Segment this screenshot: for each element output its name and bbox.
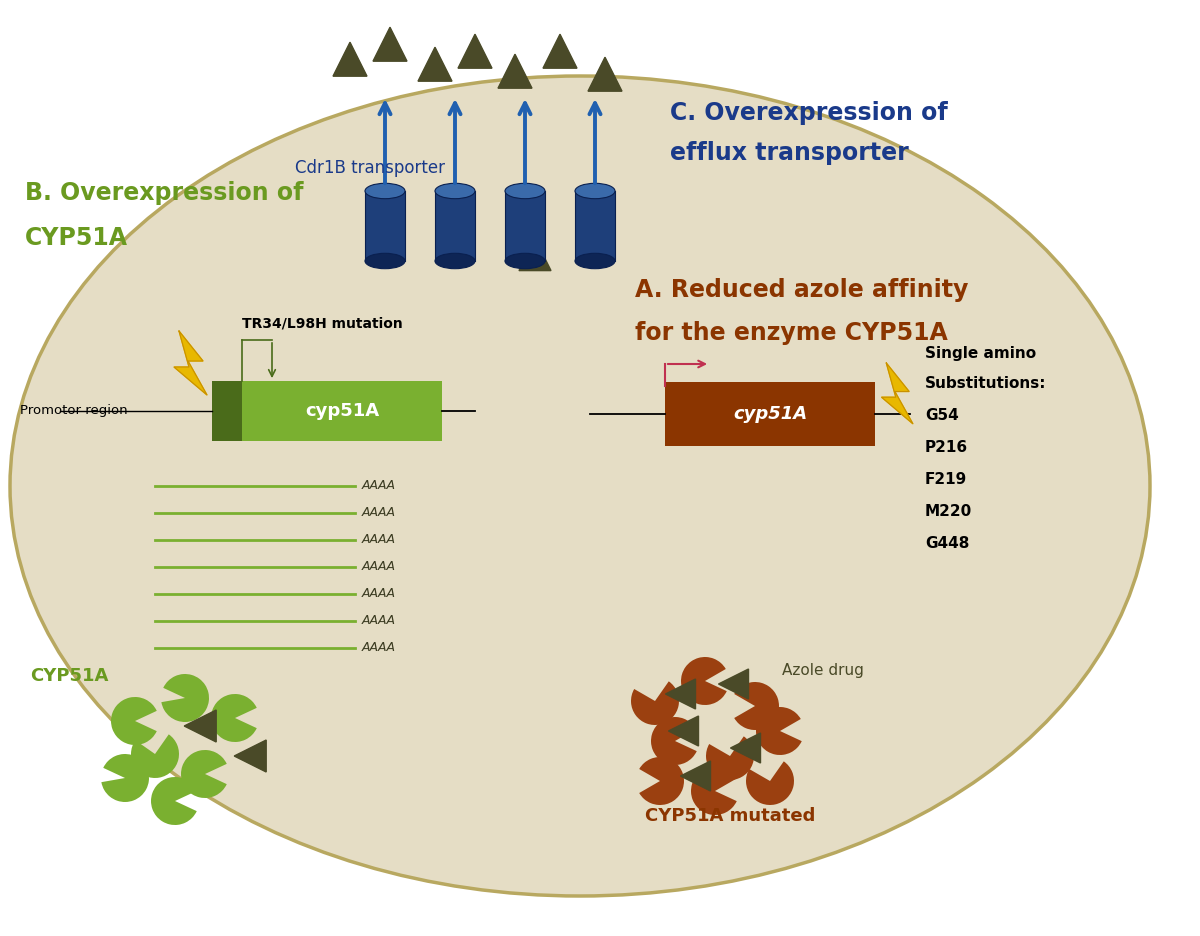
Wedge shape — [151, 777, 197, 825]
Wedge shape — [706, 737, 754, 780]
Wedge shape — [652, 717, 697, 765]
Wedge shape — [161, 674, 209, 722]
Bar — [575, 191, 616, 261]
Wedge shape — [211, 694, 257, 742]
Text: Single amino: Single amino — [925, 346, 1036, 361]
Wedge shape — [181, 750, 227, 798]
Text: P216: P216 — [925, 440, 968, 455]
Text: A. Reduced azole affinity: A. Reduced azole affinity — [635, 278, 968, 302]
Bar — [242, 381, 442, 441]
Text: for the enzyme CYP51A: for the enzyme CYP51A — [635, 321, 948, 345]
Ellipse shape — [365, 254, 406, 269]
Ellipse shape — [575, 183, 616, 198]
Ellipse shape — [575, 254, 616, 269]
Polygon shape — [234, 740, 266, 772]
Polygon shape — [520, 239, 551, 271]
Ellipse shape — [505, 183, 545, 198]
Wedge shape — [746, 761, 794, 805]
Text: G54: G54 — [925, 408, 959, 423]
Wedge shape — [112, 697, 157, 745]
Bar — [365, 191, 406, 261]
Wedge shape — [756, 707, 802, 755]
Text: M220: M220 — [925, 504, 972, 519]
Text: AAAA: AAAA — [362, 506, 396, 519]
Text: AAAA: AAAA — [362, 479, 396, 492]
Text: CYP51A: CYP51A — [25, 226, 128, 250]
Wedge shape — [101, 754, 149, 802]
Wedge shape — [131, 735, 179, 778]
Text: TR34/L98H mutation: TR34/L98H mutation — [242, 317, 403, 331]
Polygon shape — [882, 363, 913, 424]
Bar — [505, 191, 545, 261]
Text: efflux transporter: efflux transporter — [670, 141, 908, 165]
Polygon shape — [458, 35, 492, 68]
Text: AAAA: AAAA — [362, 641, 396, 654]
Polygon shape — [334, 42, 367, 76]
Text: Substitutions:: Substitutions: — [925, 376, 1046, 391]
Ellipse shape — [365, 183, 406, 198]
Polygon shape — [666, 679, 696, 709]
Polygon shape — [418, 47, 452, 81]
Wedge shape — [734, 682, 779, 730]
Text: AAAA: AAAA — [362, 534, 396, 547]
Text: Promotor region: Promotor region — [20, 404, 127, 417]
Bar — [212, 381, 242, 441]
Text: AAAA: AAAA — [362, 588, 396, 601]
Wedge shape — [631, 681, 679, 725]
Polygon shape — [542, 35, 577, 68]
Text: AAAA: AAAA — [362, 615, 396, 627]
Ellipse shape — [505, 254, 545, 269]
Polygon shape — [731, 733, 761, 763]
Polygon shape — [498, 54, 532, 88]
Text: G448: G448 — [925, 536, 970, 551]
Ellipse shape — [436, 183, 475, 198]
Polygon shape — [588, 57, 622, 91]
Polygon shape — [373, 27, 407, 61]
Polygon shape — [185, 710, 216, 742]
Polygon shape — [719, 669, 749, 699]
Ellipse shape — [436, 254, 475, 269]
Polygon shape — [174, 331, 208, 395]
Polygon shape — [680, 761, 710, 791]
Polygon shape — [668, 716, 698, 746]
Bar — [434, 191, 475, 261]
Bar — [665, 382, 875, 446]
Text: CYP51A mutated: CYP51A mutated — [646, 807, 815, 825]
Text: B. Overexpression of: B. Overexpression of — [25, 181, 304, 205]
Wedge shape — [691, 767, 737, 815]
Text: C. Overexpression of: C. Overexpression of — [670, 101, 948, 125]
Wedge shape — [682, 657, 727, 705]
Text: cyp51A: cyp51A — [733, 405, 808, 423]
Text: F219: F219 — [925, 472, 967, 487]
Text: cyp51A: cyp51A — [305, 402, 379, 420]
Text: Cdr1B transporter: Cdr1B transporter — [295, 159, 445, 177]
Wedge shape — [640, 757, 684, 805]
Text: Azole drug: Azole drug — [782, 664, 864, 679]
Text: AAAA: AAAA — [362, 561, 396, 574]
Text: CYP51A: CYP51A — [30, 667, 108, 685]
Ellipse shape — [10, 76, 1150, 896]
